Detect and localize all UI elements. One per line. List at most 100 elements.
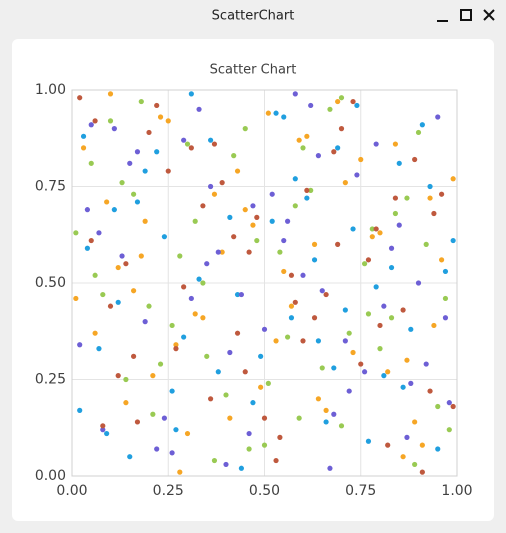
point [439, 257, 445, 263]
point [107, 303, 114, 309]
point [342, 338, 348, 344]
point [77, 342, 83, 348]
point [115, 373, 121, 379]
point [134, 149, 141, 155]
point [184, 141, 191, 147]
point [431, 322, 437, 329]
point [173, 427, 179, 433]
point [127, 160, 133, 166]
point [250, 222, 256, 228]
point [419, 122, 425, 128]
point [381, 303, 387, 309]
point [250, 203, 256, 209]
point [261, 415, 268, 421]
point [381, 373, 387, 379]
point [296, 137, 302, 143]
point [373, 226, 379, 232]
point [234, 330, 241, 336]
point [435, 403, 441, 410]
point [335, 145, 341, 151]
point [111, 207, 117, 213]
y-tick-label: 1.00 [35, 82, 66, 98]
point [342, 307, 348, 313]
point [450, 237, 456, 244]
point [281, 268, 287, 275]
y-tick-label: 0.50 [35, 275, 66, 291]
point [211, 191, 218, 197]
point [292, 176, 298, 182]
point [396, 160, 402, 166]
point [208, 396, 214, 402]
point [92, 330, 98, 336]
point [134, 419, 141, 425]
point [323, 291, 329, 298]
point [300, 145, 306, 151]
point [184, 430, 191, 437]
point [215, 369, 221, 375]
point [300, 338, 306, 344]
point [77, 407, 83, 413]
point [304, 187, 310, 193]
point [188, 295, 194, 302]
point [219, 249, 225, 255]
point [358, 156, 364, 163]
point [423, 241, 429, 247]
point [408, 380, 414, 386]
point [292, 299, 298, 305]
maximize-button[interactable] [460, 9, 472, 21]
point [150, 373, 156, 379]
point [273, 110, 279, 116]
point [73, 295, 79, 302]
point [281, 237, 287, 244]
point [204, 353, 210, 359]
point [396, 222, 402, 228]
point [412, 419, 418, 425]
point [261, 326, 268, 332]
point [311, 315, 318, 321]
point [173, 346, 179, 352]
point [204, 261, 210, 267]
point [300, 272, 306, 278]
point [388, 315, 395, 321]
point [292, 91, 298, 97]
point [419, 469, 425, 475]
point [104, 430, 110, 437]
point [358, 361, 364, 367]
point [115, 299, 121, 305]
point [273, 338, 279, 344]
point [346, 388, 352, 394]
point [196, 276, 202, 282]
point [250, 400, 256, 406]
point [311, 241, 318, 247]
point [427, 195, 433, 201]
point [442, 268, 449, 275]
point [100, 423, 106, 429]
close-button[interactable] [483, 9, 495, 21]
point [169, 450, 175, 456]
point [219, 180, 225, 186]
point [258, 384, 264, 390]
point [227, 214, 233, 220]
point [73, 230, 79, 236]
point [231, 153, 237, 159]
point [365, 438, 372, 444]
point [181, 334, 187, 340]
point [346, 330, 352, 336]
point [134, 199, 141, 205]
point [181, 284, 187, 290]
window-title: ScatterChart [212, 9, 295, 24]
point [261, 442, 268, 448]
point [288, 315, 295, 321]
point [242, 126, 248, 132]
point [354, 102, 360, 109]
point [288, 272, 295, 278]
point [142, 319, 148, 325]
point [234, 168, 241, 174]
y-tick-label: 0.00 [35, 468, 66, 484]
point [335, 241, 341, 247]
point [377, 230, 383, 236]
point [77, 95, 83, 101]
point [342, 180, 348, 186]
point [169, 322, 175, 329]
